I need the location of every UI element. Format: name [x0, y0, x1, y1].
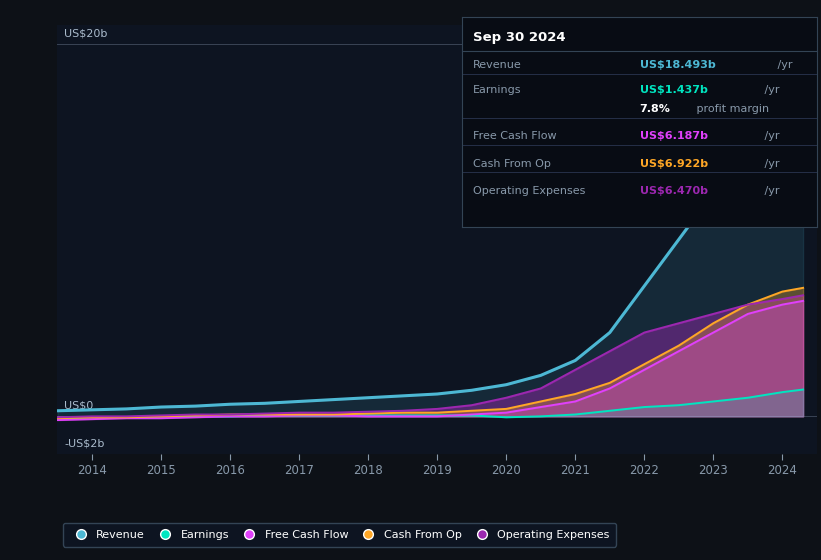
Text: US$18.493b: US$18.493b	[640, 60, 715, 70]
Text: Revenue: Revenue	[473, 60, 521, 70]
Text: profit margin: profit margin	[694, 104, 769, 114]
Text: Earnings: Earnings	[473, 85, 521, 95]
Text: Free Cash Flow: Free Cash Flow	[473, 131, 557, 141]
Text: Sep 30 2024: Sep 30 2024	[473, 31, 566, 44]
Text: Operating Expenses: Operating Expenses	[473, 186, 585, 196]
Text: US$1.437b: US$1.437b	[640, 85, 708, 95]
Text: US$6.922b: US$6.922b	[640, 158, 708, 169]
Text: /yr: /yr	[761, 158, 779, 169]
Text: US$20b: US$20b	[64, 28, 108, 38]
Text: US$0: US$0	[64, 401, 94, 411]
Text: /yr: /yr	[761, 131, 779, 141]
Text: Cash From Op: Cash From Op	[473, 158, 551, 169]
Text: /yr: /yr	[774, 60, 793, 70]
Text: US$6.187b: US$6.187b	[640, 131, 708, 141]
Text: 7.8%: 7.8%	[640, 104, 671, 114]
Text: /yr: /yr	[761, 85, 779, 95]
Text: -US$2b: -US$2b	[64, 438, 105, 448]
Text: /yr: /yr	[761, 186, 779, 196]
Text: US$6.470b: US$6.470b	[640, 186, 708, 196]
Legend: Revenue, Earnings, Free Cash Flow, Cash From Op, Operating Expenses: Revenue, Earnings, Free Cash Flow, Cash …	[63, 523, 617, 547]
